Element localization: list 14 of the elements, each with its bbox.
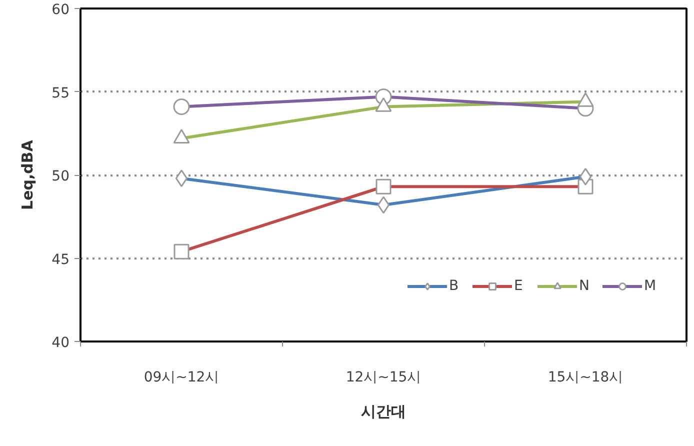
x-axis-title: 시간대 xyxy=(361,402,406,420)
legend-label: M xyxy=(644,278,658,294)
y-tick-label: 45 xyxy=(52,252,70,268)
x-tick-label: 09시~12시 xyxy=(144,370,220,386)
y-tick-label: 40 xyxy=(52,335,70,351)
legend-label: N xyxy=(579,278,590,294)
y-tick-label: 60 xyxy=(52,2,70,18)
legend-label: E xyxy=(514,278,524,294)
x-tick-label: 15시~18시 xyxy=(548,370,624,386)
y-tick-label: 50 xyxy=(52,168,70,184)
y-tick-label: 55 xyxy=(52,85,70,102)
x-tick-label: 12시~15시 xyxy=(346,370,422,386)
y-axis-title: Leq,dBA xyxy=(18,140,37,210)
legend-label: B xyxy=(449,278,460,294)
